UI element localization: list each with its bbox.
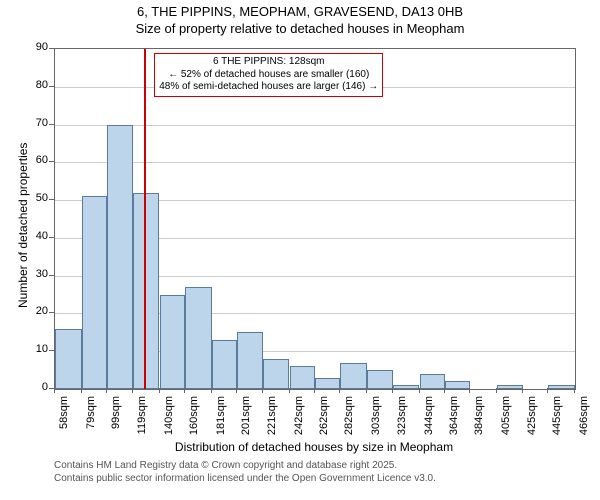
histogram-bar bbox=[237, 332, 262, 389]
ytick-mark bbox=[49, 161, 54, 162]
xtick-label: 58sqm bbox=[58, 396, 70, 442]
xtick-mark bbox=[184, 388, 185, 393]
xtick-label: 405sqm bbox=[500, 396, 512, 442]
xtick-mark bbox=[496, 388, 497, 393]
chart-titles: 6, THE PIPPINS, MEOPHAM, GRAVESEND, DA13… bbox=[0, 0, 600, 38]
xtick-mark bbox=[262, 388, 263, 393]
title-line-1: 6, THE PIPPINS, MEOPHAM, GRAVESEND, DA13… bbox=[0, 4, 600, 21]
xtick-label: 221sqm bbox=[266, 396, 278, 442]
xtick-mark bbox=[366, 388, 367, 393]
xtick-mark bbox=[469, 388, 470, 393]
ytick-label: 50 bbox=[24, 192, 48, 204]
annotation-line-1: 6 THE PIPPINS: 128sqm bbox=[159, 56, 378, 69]
xtick-label: 445sqm bbox=[551, 396, 563, 442]
xtick-label: 262sqm bbox=[318, 396, 330, 442]
xtick-mark bbox=[444, 388, 445, 393]
plot-region: 6 THE PIPPINS: 128sqm← 52% of detached h… bbox=[54, 48, 576, 390]
annotation-line-3: 48% of semi-detached houses are larger (… bbox=[159, 81, 378, 94]
histogram-bar bbox=[367, 370, 392, 389]
x-axis-label: Distribution of detached houses by size … bbox=[54, 440, 574, 454]
xtick-label: 160sqm bbox=[188, 396, 200, 442]
ytick-mark bbox=[49, 350, 54, 351]
ytick-label: 40 bbox=[24, 230, 48, 242]
ytick-label: 90 bbox=[24, 41, 48, 53]
histogram-bar bbox=[263, 359, 290, 389]
footer-line-2: Contains public sector information licen… bbox=[54, 473, 436, 486]
title-line-2: Size of property relative to detached ho… bbox=[0, 21, 600, 38]
xtick-label: 119sqm bbox=[136, 396, 148, 442]
xtick-mark bbox=[574, 388, 575, 393]
ytick-mark bbox=[49, 86, 54, 87]
xtick-mark bbox=[132, 388, 133, 393]
xtick-mark bbox=[236, 388, 237, 393]
ytick-label: 0 bbox=[24, 381, 48, 393]
xtick-mark bbox=[54, 388, 55, 393]
xtick-label: 466sqm bbox=[578, 396, 590, 442]
xtick-mark bbox=[314, 388, 315, 393]
histogram-bar bbox=[497, 385, 522, 389]
footer-line-1: Contains HM Land Registry data © Crown c… bbox=[54, 460, 436, 473]
histogram-bar bbox=[340, 363, 367, 389]
reference-line bbox=[144, 49, 146, 389]
histogram-bar bbox=[445, 381, 470, 389]
ytick-label: 20 bbox=[24, 305, 48, 317]
ytick-mark bbox=[49, 48, 54, 49]
xtick-mark bbox=[547, 388, 548, 393]
xtick-label: 79sqm bbox=[85, 396, 97, 442]
histogram-bar bbox=[290, 366, 315, 389]
xtick-label: 344sqm bbox=[423, 396, 435, 442]
annotation-line-2: ← 52% of detached houses are smaller (16… bbox=[159, 69, 378, 82]
xtick-label: 425sqm bbox=[526, 396, 538, 442]
grid-line bbox=[55, 162, 575, 163]
xtick-label: 99sqm bbox=[110, 396, 122, 442]
xtick-label: 140sqm bbox=[163, 396, 175, 442]
histogram-bar bbox=[420, 374, 445, 389]
histogram-bar bbox=[315, 378, 340, 389]
xtick-mark bbox=[106, 388, 107, 393]
xtick-label: 303sqm bbox=[370, 396, 382, 442]
ytick-mark bbox=[49, 124, 54, 125]
xtick-mark bbox=[211, 388, 212, 393]
grid-line bbox=[55, 125, 575, 126]
ytick-label: 10 bbox=[24, 343, 48, 355]
xtick-label: 282sqm bbox=[343, 396, 355, 442]
xtick-mark bbox=[339, 388, 340, 393]
xtick-label: 181sqm bbox=[215, 396, 227, 442]
xtick-mark bbox=[81, 388, 82, 393]
xtick-label: 364sqm bbox=[448, 396, 460, 442]
annotation-box: 6 THE PIPPINS: 128sqm← 52% of detached h… bbox=[154, 53, 383, 97]
histogram-bar bbox=[548, 385, 575, 389]
xtick-mark bbox=[419, 388, 420, 393]
histogram-bar bbox=[107, 125, 132, 389]
histogram-bar bbox=[160, 295, 185, 389]
xtick-mark bbox=[522, 388, 523, 393]
chart-container: 6, THE PIPPINS, MEOPHAM, GRAVESEND, DA13… bbox=[0, 0, 600, 500]
ytick-label: 60 bbox=[24, 154, 48, 166]
xtick-mark bbox=[392, 388, 393, 393]
ytick-mark bbox=[49, 275, 54, 276]
ytick-mark bbox=[49, 237, 54, 238]
ytick-mark bbox=[49, 199, 54, 200]
y-axis-label: Number of detached properties bbox=[16, 143, 30, 308]
xtick-label: 384sqm bbox=[473, 396, 485, 442]
histogram-bar bbox=[393, 385, 420, 389]
xtick-mark bbox=[159, 388, 160, 393]
histogram-bar bbox=[212, 340, 237, 389]
footer-attribution: Contains HM Land Registry data © Crown c… bbox=[54, 460, 436, 485]
ytick-mark bbox=[49, 312, 54, 313]
ytick-label: 70 bbox=[24, 117, 48, 129]
ytick-label: 30 bbox=[24, 268, 48, 280]
histogram-bar bbox=[185, 287, 212, 389]
ytick-label: 80 bbox=[24, 79, 48, 91]
histogram-bar bbox=[55, 329, 82, 389]
xtick-label: 242sqm bbox=[293, 396, 305, 442]
xtick-label: 323sqm bbox=[396, 396, 408, 442]
histogram-bar bbox=[82, 196, 107, 389]
xtick-mark bbox=[289, 388, 290, 393]
xtick-label: 201sqm bbox=[240, 396, 252, 442]
